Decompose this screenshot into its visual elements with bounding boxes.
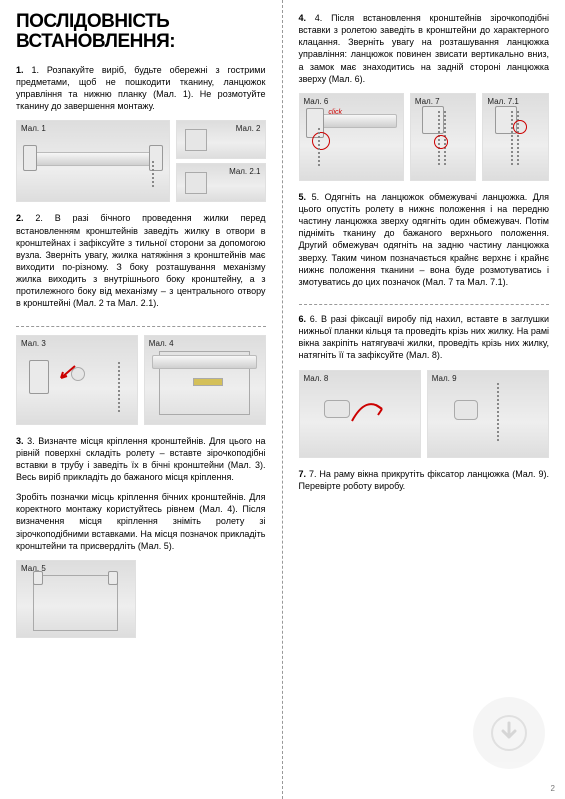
level-tool: [193, 378, 223, 386]
step-2-body: 2. В разі бічного проведення жилки перед…: [16, 213, 266, 308]
click-label: click: [328, 109, 342, 116]
chain-71a: [511, 111, 513, 166]
chain-3: [118, 362, 120, 412]
figure-6: Мал. 6 click: [299, 93, 404, 181]
figure-8: Мал. 8: [299, 370, 421, 458]
step-6-body: 6. В разі фіксації виробу під нахил, вст…: [299, 314, 550, 360]
figure-2-1: Мал. 2.1: [176, 163, 265, 202]
step-5-text: 5. 5. Одягніть на ланцюжок обмежувачі ла…: [299, 191, 550, 288]
bracket-7: [422, 106, 444, 134]
tube-illustration: [26, 152, 160, 166]
chain-6: [318, 128, 320, 168]
step-7-text: 7. 7. На раму вікна прикрутіть фіксатор …: [299, 468, 550, 492]
fig-row-5: Мал. 8 Мал. 9: [299, 370, 550, 458]
frame-5: [33, 575, 118, 631]
step-6-text: 6. 6. В разі фіксації виробу під нахил, …: [299, 313, 550, 362]
fig-21-label: Мал. 2.1: [229, 167, 260, 176]
chain-9: [497, 383, 499, 443]
figure-2: Мал. 2: [176, 120, 265, 159]
fig-7-label: Мал. 7: [415, 97, 440, 106]
fig-row-2: Мал. 3 Мал. 4: [16, 335, 266, 425]
step-3a-text: 3. 3. Визначте місця кріплення кронштейн…: [16, 435, 266, 484]
step-4-body: 4. Після встановлення кронштейнів зірочк…: [299, 13, 550, 84]
figure-7-1: Мал. 7.1: [482, 93, 549, 181]
bracket-5r: [108, 571, 118, 585]
click-circle-icon: [312, 132, 330, 150]
arrow-curve-icon: [348, 391, 388, 431]
bracket-3: [29, 360, 49, 394]
fig-1-label: Мал. 1: [21, 124, 46, 133]
step-1-body: 1. Розпакуйте виріб, будьте обережні з г…: [16, 65, 266, 111]
fig-3-label: Мал. 3: [21, 339, 46, 348]
bracket-left: [23, 145, 37, 171]
fig-9-label: Мал. 9: [432, 374, 457, 383]
bracket-detail: [185, 129, 207, 151]
fig-5-label: Мал. 5: [21, 564, 46, 573]
step-3a-body: 3. Визначте місця кріплення кронштейнів.…: [16, 436, 266, 482]
fig-row-1: Мал. 1 Мал. 2 Мал. 2.1: [16, 120, 266, 202]
watermark-icon: [473, 697, 545, 769]
fig-6-label: Мал. 6: [304, 97, 329, 106]
fig-4-label: Мал. 4: [149, 339, 174, 348]
chain-illustration: [152, 161, 154, 189]
step-1-text: 1. 1. Розпакуйте виріб, будьте обережні …: [16, 64, 266, 113]
arrow-red-icon: [55, 362, 79, 386]
fig-row-4: Мал. 6 click Мал. 7 Мал. 7.1: [299, 93, 550, 181]
page: Послідовність встановлення: 1. 1. Розпак…: [0, 0, 565, 799]
step-3b-text: Зробіть позначки місць кріплення бічних …: [16, 491, 266, 552]
step-2-text: 2. 2. В разі бічного проведення жилки пе…: [16, 212, 266, 309]
figure-5: Мал. 5: [16, 560, 136, 638]
figure-7: Мал. 7: [410, 93, 477, 181]
tube-4: [152, 355, 257, 369]
figure-3: Мал. 3: [16, 335, 138, 425]
figure-1: Мал. 1: [16, 120, 170, 202]
tensioner-8: [324, 400, 350, 418]
step-4-text: 4. 4. Після встановлення кронштейнів зір…: [299, 12, 550, 85]
fig-71-label: Мал. 7.1: [487, 97, 518, 106]
separator-1: [16, 326, 266, 327]
fixator-9: [454, 400, 478, 420]
page-title: Послідовність встановлення:: [16, 12, 266, 52]
left-column: Послідовність встановлення: 1. 1. Розпак…: [0, 0, 283, 799]
figure-4: Мал. 4: [144, 335, 266, 425]
fig-row-3: Мал. 5: [16, 560, 266, 638]
step-7-body: 7. На раму вікна прикрутіть фіксатор лан…: [299, 469, 550, 491]
step-5-body: 5. Одягніть на ланцюжок обмежувачі ланцю…: [299, 192, 550, 287]
limiter-circle-2-icon: [513, 120, 527, 134]
separator-2: [299, 304, 550, 305]
bracket-detail-2: [185, 172, 207, 194]
page-number: 2: [551, 784, 555, 793]
figure-9: Мал. 9: [427, 370, 549, 458]
fig-8-label: Мал. 8: [304, 374, 329, 383]
right-column: 4. 4. Після встановлення кронштейнів зір…: [283, 0, 565, 799]
bracket-5l: [33, 571, 43, 585]
fig-2-label: Мал. 2: [236, 124, 261, 133]
